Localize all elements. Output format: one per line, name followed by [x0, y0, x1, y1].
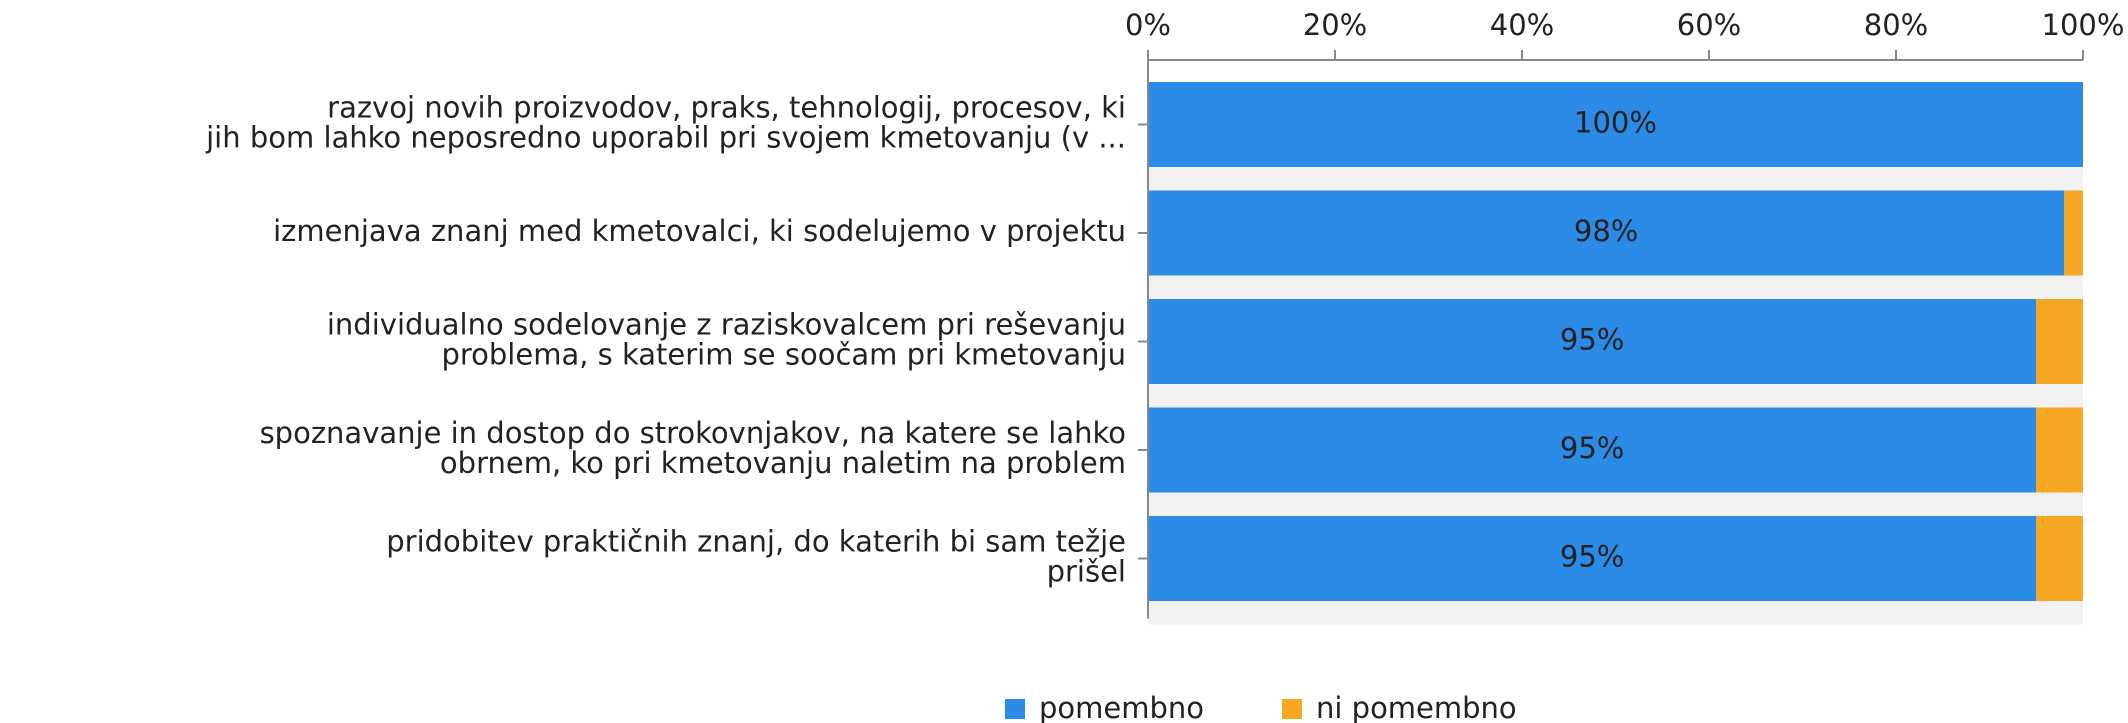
row-band: [1148, 384, 2083, 408]
data-label: 95%: [1560, 540, 1624, 574]
x-tick-label: 60%: [1677, 8, 1741, 42]
row-band: [1148, 601, 2083, 625]
x-tick-label: 20%: [1303, 8, 1367, 42]
bar-segment: [1148, 82, 2083, 167]
x-tick-label: 40%: [1490, 8, 1554, 42]
bar-segment: [1148, 407, 2037, 493]
data-label: 95%: [1560, 323, 1624, 357]
data-label: 95%: [1560, 431, 1624, 465]
x-tick-label: 80%: [1864, 8, 1928, 42]
bar-segment: [2036, 516, 2083, 601]
bar-segment: [2064, 190, 2083, 276]
bar-segment: [1148, 190, 2065, 276]
y-tick-label: spoznavanje in dostop do strokovnjakov, …: [260, 416, 1126, 480]
y-tick-label: individualno sodelovanje z raziskovalcem…: [327, 307, 1126, 371]
row-band: [1148, 275, 2083, 299]
y-tick-label: pridobitev praktičnih znanj, do katerih …: [386, 524, 1126, 588]
legend-label: pomembno: [1039, 691, 1204, 723]
legend-label: ni pomembno: [1316, 691, 1517, 723]
y-tick-label: izmenjava znanj med kmetovalci, ki sodel…: [273, 214, 1126, 248]
x-tick-label: 0%: [1125, 8, 1171, 42]
bar-segment: [1148, 516, 2037, 601]
bar-segment: [1148, 299, 2037, 384]
legend-swatch: [1282, 699, 1302, 719]
legend-swatch: [1005, 699, 1025, 719]
data-label: 100%: [1574, 106, 1657, 140]
bar-segment: [2036, 299, 2083, 384]
y-tick-label: razvoj novih proizvodov, praks, tehnolog…: [205, 90, 1126, 154]
row-band: [1148, 167, 2083, 191]
x-tick-label: 100%: [2042, 8, 2125, 42]
data-label: 98%: [1574, 214, 1638, 248]
row-band: [1148, 492, 2083, 516]
bar-segment: [2036, 407, 2083, 493]
